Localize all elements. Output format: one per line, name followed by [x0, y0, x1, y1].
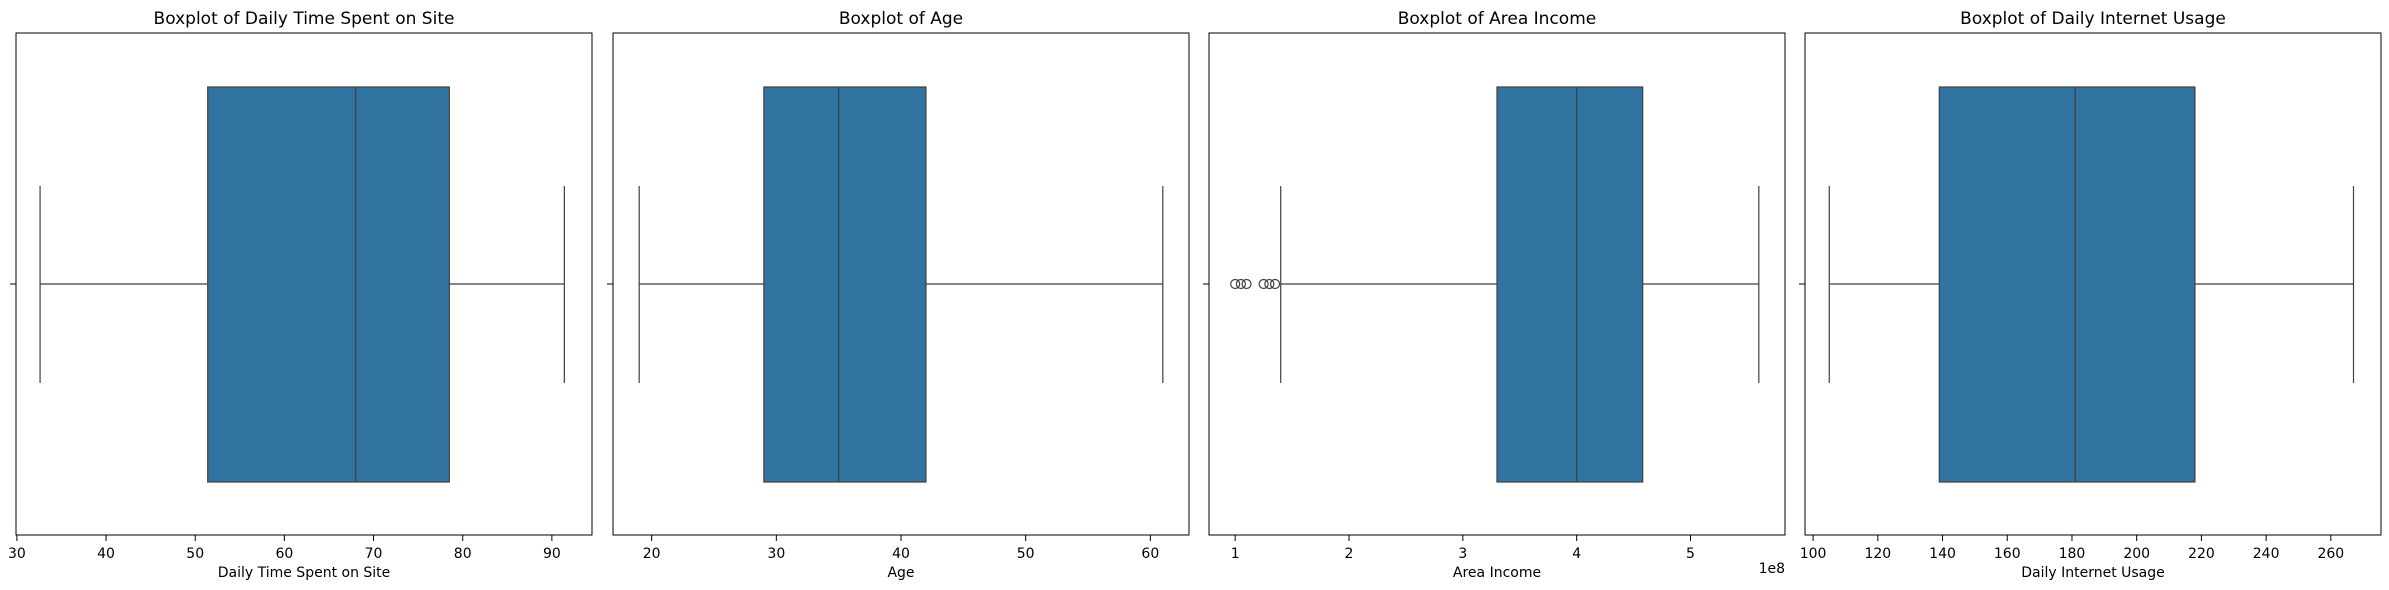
outlier-point [1241, 278, 1252, 290]
axes-frame [1804, 32, 2382, 536]
iqr-box [1938, 86, 2196, 483]
panel-title: Boxplot of Age [839, 9, 963, 29]
x-tick-label: 5 [1686, 546, 1695, 562]
panel-daily-internet: Boxplot of Daily Internet Usage 100 120 14… [1799, 9, 2382, 581]
x-tick-label: 40 [97, 546, 115, 562]
panel-title: Boxplot of Daily Internet Usage [1960, 9, 2226, 29]
outlier-point [1230, 278, 1241, 290]
x-axis-ticks: 30 40 50 60 70 80 90 [8, 283, 561, 562]
x-tick-label: 120 [1864, 546, 1891, 562]
x-tick-label: 240 [2253, 546, 2280, 562]
x-axis-label: Area Income [1453, 565, 1541, 581]
x-tick-label: 260 [2317, 546, 2344, 562]
x-tick-label: 220 [2188, 546, 2215, 562]
x-axis-ticks: 1 2 3 4 5 [1203, 283, 1695, 562]
iqr-box [763, 86, 927, 483]
x-tick-label: 2 [1345, 546, 1354, 562]
x-tick-label: 140 [1929, 546, 1956, 562]
plot-area [39, 86, 565, 483]
x-tick-label: 30 [767, 546, 785, 562]
plot-area [638, 86, 1164, 483]
outlier-point [1235, 278, 1246, 290]
x-tick-label: 180 [2059, 546, 2086, 562]
x-tick-label: 3 [1458, 546, 1467, 562]
x-axis-ticks: 100 120 140 160 180 200 220 240 260 [1799, 283, 2344, 562]
panel-age: Boxplot of Age 20 30 40 50 60 Age [607, 9, 1190, 581]
x-tick-label: 20 [643, 546, 661, 562]
panel-title: Boxplot of Daily Time Spent on Site [154, 9, 455, 29]
x-tick-label: 30 [8, 546, 26, 562]
plot-area [1230, 86, 1760, 483]
x-axis-ticks: 20 30 40 50 60 [607, 283, 1159, 562]
x-tick-label: 1 [1231, 546, 1240, 562]
x-tick-label: 100 [1800, 546, 1827, 562]
x-tick-label: 50 [1017, 546, 1035, 562]
x-tick-label: 160 [1994, 546, 2021, 562]
axes-frame [15, 32, 593, 536]
x-tick-label: 90 [543, 546, 561, 562]
panel-area-income: Boxplot of Area Income 1 2 3 4 5 Area Income… [1203, 9, 1786, 581]
x-tick-label: 4 [1572, 546, 1581, 562]
x-tick-label: 50 [186, 546, 204, 562]
outlier-point [1264, 278, 1275, 290]
x-tick-label: 70 [365, 546, 383, 562]
axes-frame [1208, 32, 1786, 536]
x-axis-offset-label: 1e8 [1759, 561, 1785, 577]
x-axis-label: Age [887, 565, 914, 581]
x-tick-label: 200 [2123, 546, 2150, 562]
x-axis-label: Daily Internet Usage [2021, 565, 2165, 581]
iqr-box [1496, 86, 1644, 483]
outlier-point [1269, 278, 1281, 290]
axes-frame [612, 32, 1190, 536]
x-axis-label: Daily Time Spent on Site [218, 565, 391, 581]
panel-daily-time: Boxplot of Daily Time Spent on Site 30 40… [8, 9, 593, 581]
outlier-point [1258, 278, 1269, 290]
x-tick-label: 40 [892, 546, 910, 562]
plot-area [1828, 86, 2355, 483]
x-tick-label: 80 [454, 546, 472, 562]
x-tick-label: 60 [275, 546, 293, 562]
panel-title: Boxplot of Area Income [1398, 9, 1596, 29]
x-tick-label: 60 [1141, 546, 1159, 562]
iqr-box [207, 86, 450, 483]
